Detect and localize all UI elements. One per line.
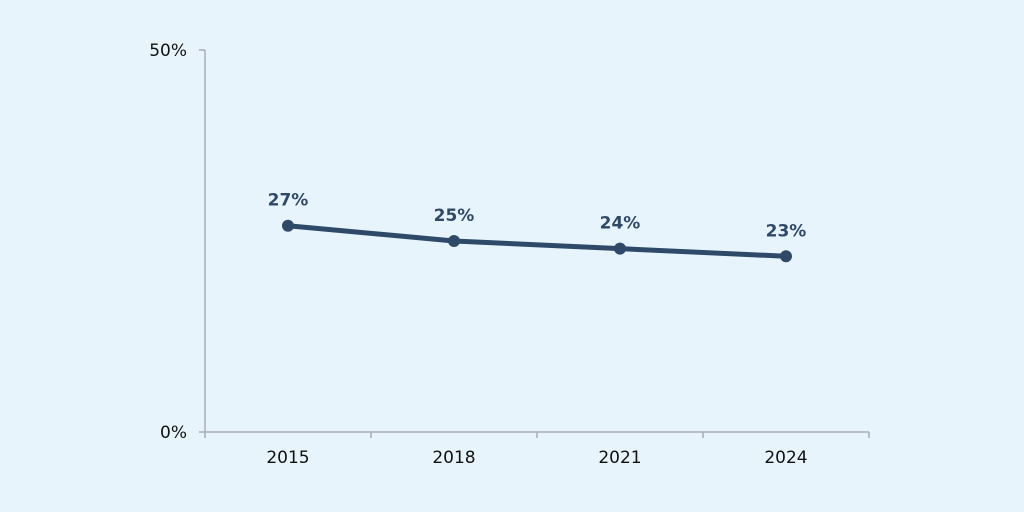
data-point bbox=[780, 250, 792, 263]
series-line bbox=[285, 223, 789, 259]
x-tick-label: 2018 bbox=[432, 448, 475, 468]
x-tick-label: 2021 bbox=[598, 448, 641, 468]
data-label: 27% bbox=[268, 191, 309, 211]
x-tick-label: 2015 bbox=[266, 448, 309, 468]
y-axis-ticks: 0% 50% bbox=[149, 41, 205, 443]
x-axis-ticks: 2015 2018 2021 2024 bbox=[204, 432, 870, 468]
series-group: 27% 25% 24% 23% bbox=[268, 191, 807, 263]
data-label: 25% bbox=[434, 206, 475, 226]
data-label: 24% bbox=[600, 214, 641, 234]
y-tick-label: 50% bbox=[149, 41, 187, 61]
data-point bbox=[282, 219, 294, 232]
data-point bbox=[614, 242, 626, 255]
y-tick-label: 0% bbox=[160, 423, 187, 443]
data-point bbox=[448, 235, 460, 247]
x-tick-label: 2024 bbox=[764, 448, 807, 468]
data-label: 23% bbox=[766, 221, 807, 241]
